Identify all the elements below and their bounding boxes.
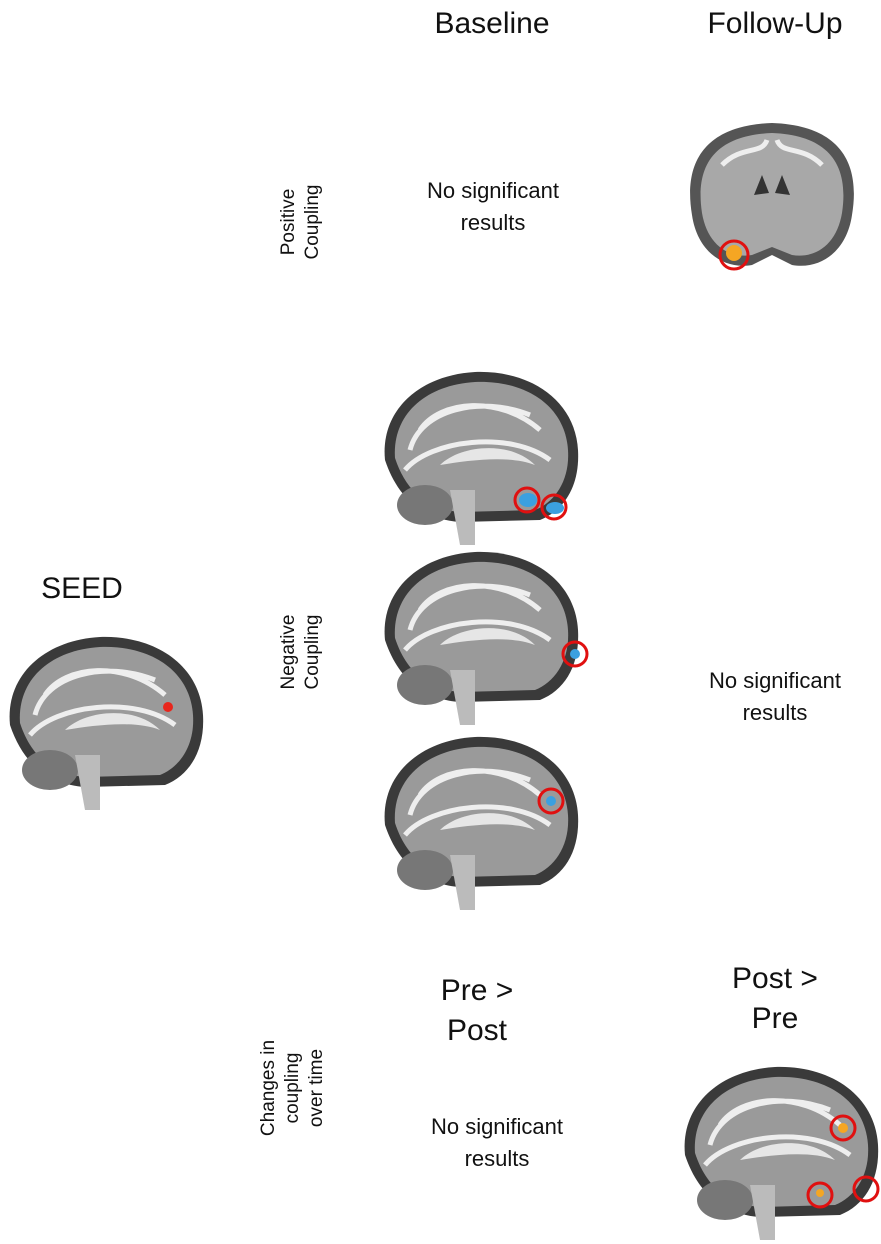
text-line: No significant — [709, 668, 841, 693]
brain-seed — [10, 637, 204, 810]
brain-sagittal — [685, 1067, 879, 1240]
contrast-label: Pre > Post — [441, 974, 514, 1047]
text-line: Pre — [752, 1002, 799, 1035]
no-result-note: No significant results — [431, 1114, 563, 1171]
text-line: results — [465, 1146, 530, 1171]
contrast-label: Post > Pre — [732, 962, 818, 1035]
text-line: over time — [306, 1049, 327, 1127]
text-line: Changes in — [258, 1040, 279, 1136]
text-line: Positive — [278, 189, 299, 256]
text-line: Coupling — [302, 615, 323, 690]
text-line: Post — [447, 1014, 508, 1047]
text-line: Negative — [278, 615, 299, 690]
text-line: coupling — [282, 1053, 303, 1124]
no-result-note: No significant results — [427, 178, 559, 235]
text-line: Coupling — [302, 185, 323, 260]
text-line: No significant — [427, 178, 559, 203]
brain-sagittal — [385, 372, 579, 545]
text-line: Pre > — [441, 974, 514, 1007]
column-header: Baseline — [434, 7, 549, 40]
seed-label: SEED — [41, 572, 123, 605]
text-line: results — [461, 210, 526, 235]
column-header: Follow-Up — [707, 7, 842, 40]
text-line: No significant — [431, 1114, 563, 1139]
brain-sagittal — [385, 552, 587, 725]
no-result-note: No significant results — [709, 668, 841, 725]
text-line: Post > — [732, 962, 818, 995]
text-line: results — [743, 700, 808, 725]
figure: Baseline Follow-Up SEED PositiveCoupling… — [0, 0, 881, 1244]
brain-sagittal — [385, 737, 579, 910]
brain-coronal — [690, 123, 854, 269]
